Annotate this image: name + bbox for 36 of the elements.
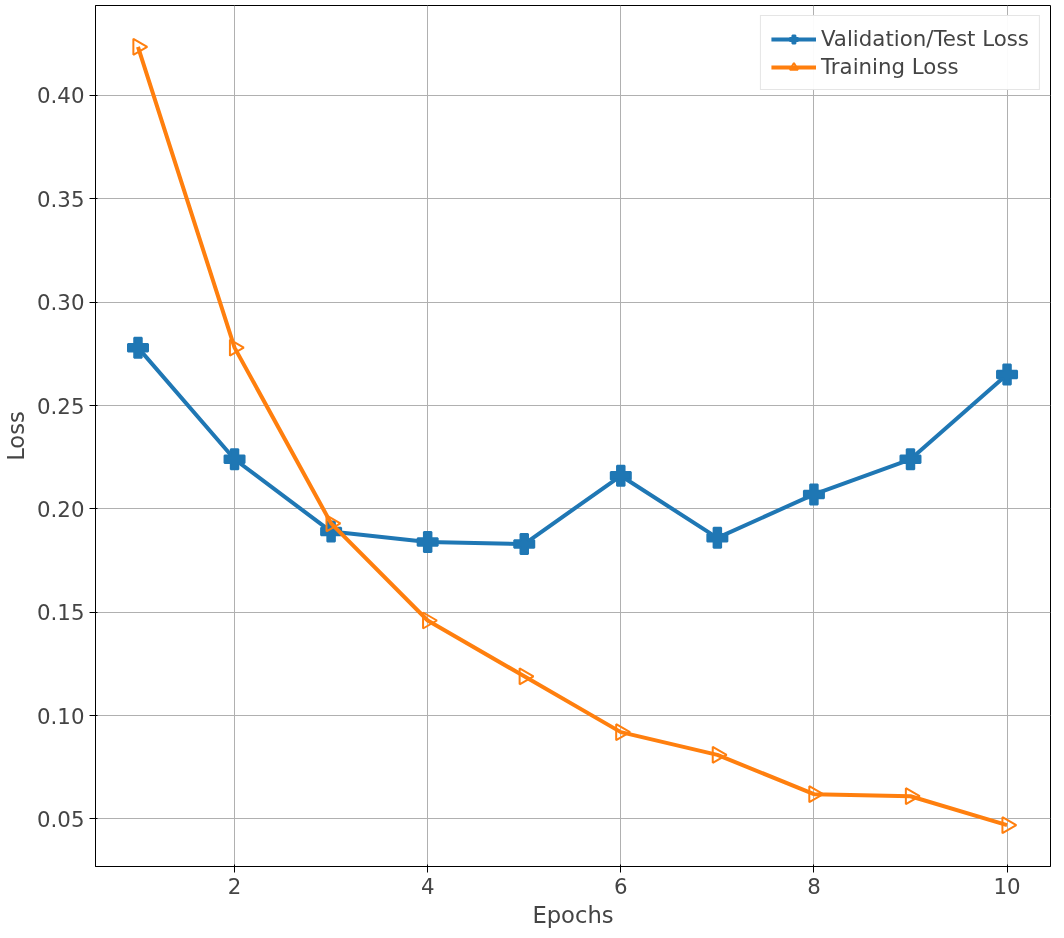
x-tick-label: 4 xyxy=(420,873,435,899)
y-tick-label: 0.25 xyxy=(37,393,85,419)
point xyxy=(416,530,439,553)
point xyxy=(996,363,1019,386)
point xyxy=(615,723,632,742)
y-tick-label: 0.05 xyxy=(37,806,85,832)
point xyxy=(706,526,729,549)
point xyxy=(422,611,438,630)
y-tick-label: 0.30 xyxy=(37,290,85,316)
point xyxy=(325,514,342,533)
y-tick-label: 0.35 xyxy=(37,186,85,212)
point xyxy=(808,785,825,804)
x-tick-label: 2 xyxy=(227,873,242,899)
y-tick-label: 0.40 xyxy=(37,83,85,109)
point xyxy=(802,483,825,506)
point xyxy=(1001,816,1018,835)
point xyxy=(609,464,632,487)
x-tick-label: 10 xyxy=(993,873,1021,899)
legend-label: Training Loss xyxy=(820,54,959,79)
point xyxy=(126,336,149,359)
y-tick-label: 0.20 xyxy=(37,496,85,522)
legend-label: Validation/Test Loss xyxy=(820,26,1029,51)
x-tick-label: 6 xyxy=(614,873,628,899)
point xyxy=(513,533,536,556)
point xyxy=(899,448,922,471)
point xyxy=(223,448,246,471)
y-tick-label: 0.15 xyxy=(37,600,85,626)
y-tick-label: 0.10 xyxy=(37,703,85,729)
y-axis-title: Loss xyxy=(3,411,30,461)
point xyxy=(518,667,535,686)
point xyxy=(228,338,245,357)
x-axis-title: Epochs xyxy=(532,901,614,928)
x-tick-label: 8 xyxy=(807,873,821,899)
point xyxy=(132,37,149,56)
point xyxy=(904,787,921,806)
point xyxy=(711,745,728,764)
